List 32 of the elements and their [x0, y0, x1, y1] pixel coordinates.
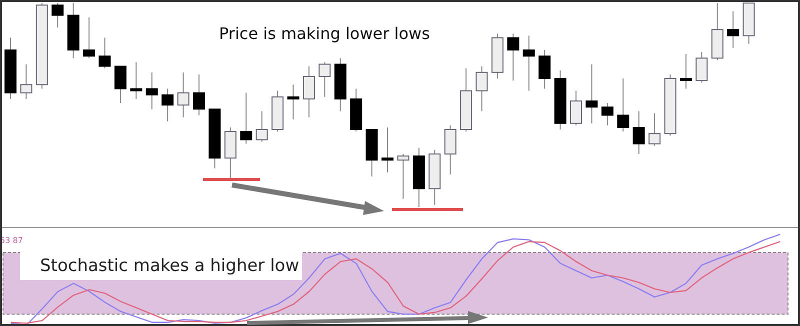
candlestick — [727, 10, 740, 48]
candlestick — [318, 62, 331, 98]
candlestick — [382, 126, 394, 173]
candlestick — [114, 66, 126, 104]
candlestick — [538, 49, 551, 90]
candlestick — [397, 153, 410, 200]
candlestick — [617, 78, 630, 132]
candlestick — [632, 110, 645, 154]
candlestick — [52, 2, 64, 28]
candlestick — [522, 35, 535, 92]
candlestick — [507, 33, 520, 82]
candlestick — [696, 52, 708, 84]
candlestick — [162, 88, 174, 122]
annotation: Stochastic makes a higher low — [20, 252, 302, 280]
candlestick — [570, 90, 582, 126]
candlestick — [586, 64, 598, 124]
candlestick — [601, 102, 614, 126]
candlestick — [648, 112, 661, 146]
candlestick — [302, 66, 315, 118]
candlestick — [83, 16, 96, 59]
candlestick — [193, 74, 205, 116]
candlestick — [256, 110, 268, 142]
candlestick — [240, 92, 252, 144]
candlestick — [177, 72, 190, 118]
candlestick — [20, 64, 32, 100]
candlestick — [130, 62, 142, 100]
candlestick — [287, 84, 300, 120]
candlestick — [146, 72, 158, 110]
candlestick — [476, 66, 488, 112]
candlestick — [98, 37, 111, 69]
annotation: Price is making lower lows — [219, 24, 430, 43]
candlestick — [680, 54, 692, 90]
